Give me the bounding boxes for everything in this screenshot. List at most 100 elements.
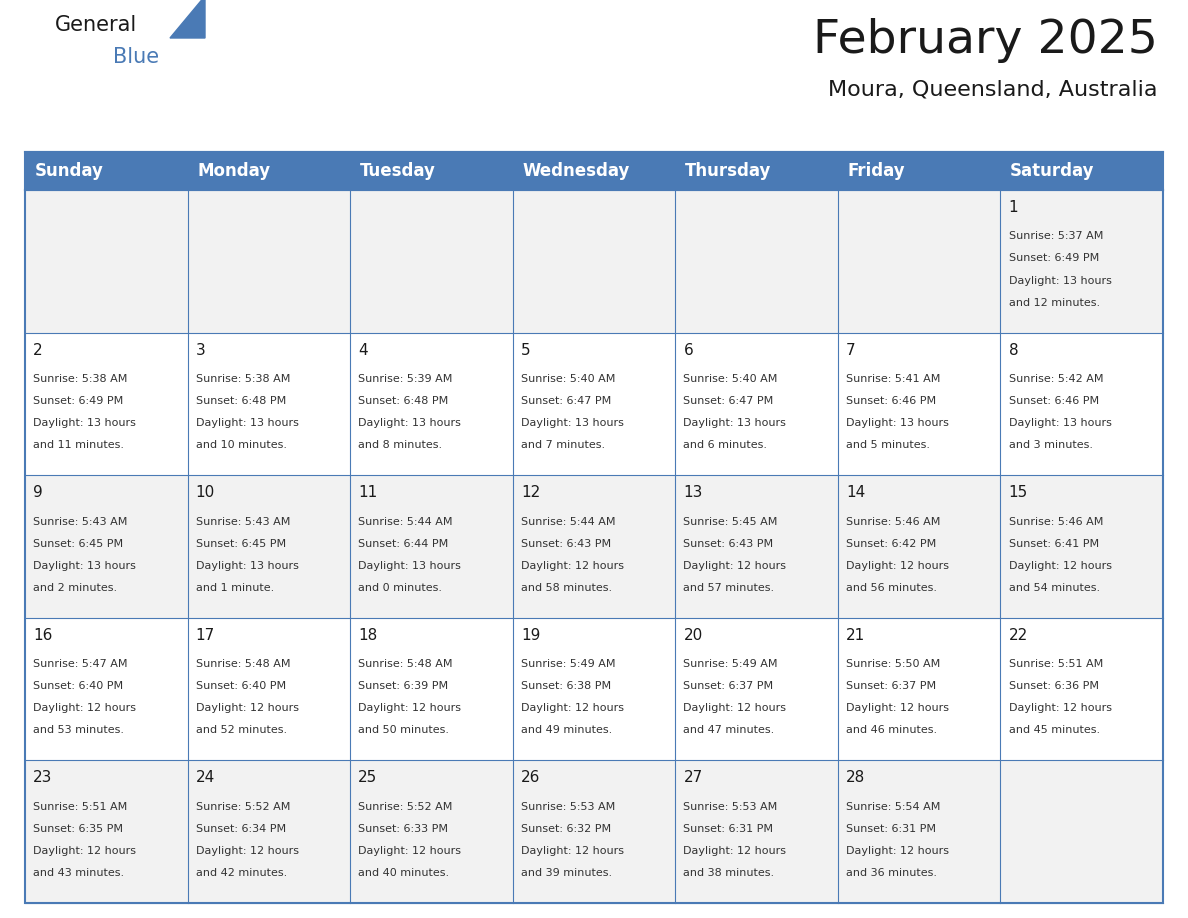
- Bar: [350, 190, 513, 332]
- Text: Sunset: 6:31 PM: Sunset: 6:31 PM: [846, 823, 936, 834]
- Text: 13: 13: [683, 486, 703, 500]
- Text: Sunrise: 5:49 AM: Sunrise: 5:49 AM: [683, 659, 778, 669]
- Bar: [838, 332, 1000, 476]
- Bar: [25, 152, 1163, 903]
- Text: 11: 11: [359, 486, 378, 500]
- Text: and 56 minutes.: and 56 minutes.: [846, 583, 937, 593]
- Text: and 0 minutes.: and 0 minutes.: [359, 583, 442, 593]
- Bar: [188, 332, 350, 476]
- Text: 15: 15: [1009, 486, 1028, 500]
- Bar: [350, 476, 513, 618]
- Bar: [25, 152, 188, 190]
- Bar: [1000, 190, 1163, 332]
- Text: 2: 2: [33, 342, 43, 358]
- Text: 4: 4: [359, 342, 368, 358]
- Bar: [838, 190, 1000, 332]
- Text: Sunrise: 5:46 AM: Sunrise: 5:46 AM: [1009, 517, 1102, 527]
- Bar: [25, 760, 188, 903]
- Text: Sunday: Sunday: [34, 162, 103, 180]
- Bar: [513, 332, 675, 476]
- Text: Daylight: 13 hours: Daylight: 13 hours: [33, 419, 135, 428]
- Text: Sunrise: 5:44 AM: Sunrise: 5:44 AM: [359, 517, 453, 527]
- Text: Daylight: 12 hours: Daylight: 12 hours: [683, 703, 786, 713]
- Text: Sunset: 6:48 PM: Sunset: 6:48 PM: [359, 396, 449, 406]
- Text: Sunset: 6:43 PM: Sunset: 6:43 PM: [683, 539, 773, 549]
- Bar: [350, 618, 513, 760]
- Text: and 54 minutes.: and 54 minutes.: [1009, 583, 1100, 593]
- Text: 8: 8: [1009, 342, 1018, 358]
- Bar: [838, 476, 1000, 618]
- Text: and 1 minute.: and 1 minute.: [196, 583, 274, 593]
- Text: Sunrise: 5:40 AM: Sunrise: 5:40 AM: [683, 374, 778, 384]
- Text: Sunrise: 5:39 AM: Sunrise: 5:39 AM: [359, 374, 453, 384]
- Bar: [25, 190, 188, 332]
- Text: Sunset: 6:33 PM: Sunset: 6:33 PM: [359, 823, 448, 834]
- Text: Sunset: 6:43 PM: Sunset: 6:43 PM: [520, 539, 611, 549]
- Text: Daylight: 13 hours: Daylight: 13 hours: [1009, 419, 1112, 428]
- Bar: [1000, 332, 1163, 476]
- Bar: [25, 332, 188, 476]
- Text: and 36 minutes.: and 36 minutes.: [846, 868, 937, 878]
- Text: Daylight: 12 hours: Daylight: 12 hours: [683, 561, 786, 571]
- Text: 28: 28: [846, 770, 865, 786]
- Text: and 12 minutes.: and 12 minutes.: [1009, 297, 1100, 308]
- Bar: [838, 618, 1000, 760]
- Text: 23: 23: [33, 770, 52, 786]
- Text: Sunset: 6:42 PM: Sunset: 6:42 PM: [846, 539, 936, 549]
- Text: 3: 3: [196, 342, 206, 358]
- Bar: [188, 476, 350, 618]
- Text: and 7 minutes.: and 7 minutes.: [520, 441, 605, 450]
- Bar: [188, 152, 350, 190]
- Text: Sunset: 6:49 PM: Sunset: 6:49 PM: [33, 396, 124, 406]
- Text: February 2025: February 2025: [813, 18, 1158, 63]
- Text: Daylight: 12 hours: Daylight: 12 hours: [520, 846, 624, 856]
- Text: and 46 minutes.: and 46 minutes.: [846, 725, 937, 735]
- Text: Sunrise: 5:40 AM: Sunrise: 5:40 AM: [520, 374, 615, 384]
- Text: Sunset: 6:41 PM: Sunset: 6:41 PM: [1009, 539, 1099, 549]
- Text: Daylight: 12 hours: Daylight: 12 hours: [683, 846, 786, 856]
- Text: Daylight: 13 hours: Daylight: 13 hours: [846, 419, 949, 428]
- Text: and 39 minutes.: and 39 minutes.: [520, 868, 612, 878]
- Text: 20: 20: [683, 628, 702, 643]
- Text: Sunrise: 5:41 AM: Sunrise: 5:41 AM: [846, 374, 941, 384]
- Text: Sunrise: 5:51 AM: Sunrise: 5:51 AM: [1009, 659, 1102, 669]
- Text: and 50 minutes.: and 50 minutes.: [359, 725, 449, 735]
- Text: and 38 minutes.: and 38 minutes.: [683, 868, 775, 878]
- Text: Sunrise: 5:43 AM: Sunrise: 5:43 AM: [33, 517, 127, 527]
- Text: Daylight: 12 hours: Daylight: 12 hours: [520, 703, 624, 713]
- Text: 25: 25: [359, 770, 378, 786]
- Bar: [1000, 760, 1163, 903]
- Bar: [1000, 476, 1163, 618]
- Text: Daylight: 13 hours: Daylight: 13 hours: [196, 561, 298, 571]
- Text: Sunrise: 5:45 AM: Sunrise: 5:45 AM: [683, 517, 778, 527]
- Text: and 6 minutes.: and 6 minutes.: [683, 441, 767, 450]
- Text: 24: 24: [196, 770, 215, 786]
- Text: Sunrise: 5:50 AM: Sunrise: 5:50 AM: [846, 659, 940, 669]
- Bar: [25, 618, 188, 760]
- Text: Blue: Blue: [113, 47, 159, 67]
- Text: Sunrise: 5:44 AM: Sunrise: 5:44 AM: [520, 517, 615, 527]
- Bar: [675, 618, 838, 760]
- Text: and 8 minutes.: and 8 minutes.: [359, 441, 442, 450]
- Text: and 53 minutes.: and 53 minutes.: [33, 725, 124, 735]
- Text: Daylight: 12 hours: Daylight: 12 hours: [520, 561, 624, 571]
- Text: and 43 minutes.: and 43 minutes.: [33, 868, 125, 878]
- Text: Saturday: Saturday: [1010, 162, 1094, 180]
- Bar: [675, 332, 838, 476]
- Text: Daylight: 12 hours: Daylight: 12 hours: [359, 846, 461, 856]
- Bar: [513, 190, 675, 332]
- Text: 27: 27: [683, 770, 702, 786]
- Bar: [188, 190, 350, 332]
- Text: Sunrise: 5:52 AM: Sunrise: 5:52 AM: [196, 801, 290, 812]
- Text: Daylight: 13 hours: Daylight: 13 hours: [683, 419, 786, 428]
- Text: 19: 19: [520, 628, 541, 643]
- Bar: [838, 760, 1000, 903]
- Text: and 47 minutes.: and 47 minutes.: [683, 725, 775, 735]
- Text: and 45 minutes.: and 45 minutes.: [1009, 725, 1100, 735]
- Text: 10: 10: [196, 486, 215, 500]
- Text: Sunset: 6:37 PM: Sunset: 6:37 PM: [683, 681, 773, 691]
- Text: Tuesday: Tuesday: [360, 162, 436, 180]
- Text: Daylight: 12 hours: Daylight: 12 hours: [33, 846, 137, 856]
- Text: Sunset: 6:31 PM: Sunset: 6:31 PM: [683, 823, 773, 834]
- Text: Sunrise: 5:43 AM: Sunrise: 5:43 AM: [196, 517, 290, 527]
